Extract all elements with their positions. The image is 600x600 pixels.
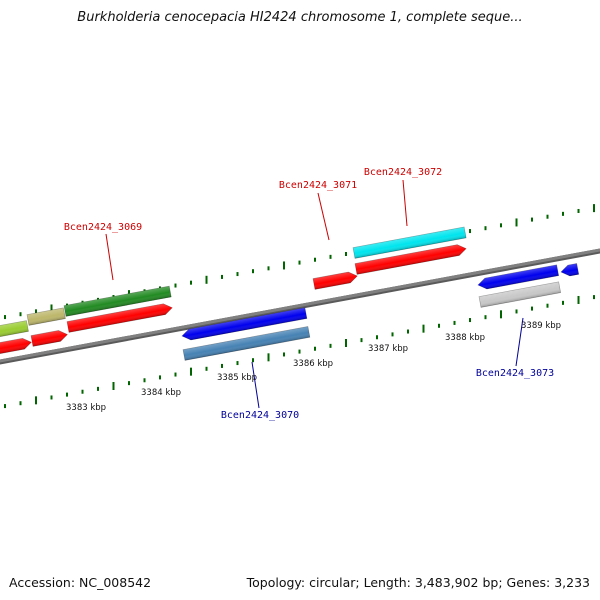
scale-label: 3384 kbp — [141, 388, 181, 398]
gene-arrow[interactable] — [312, 271, 358, 290]
feature-block[interactable] — [182, 326, 311, 361]
scale-label: 3389 kbp — [521, 321, 561, 331]
topology-summary: Topology: circular; Length: 3,483,902 bp… — [246, 575, 590, 590]
feature-block[interactable] — [63, 285, 172, 317]
scale-label: 3386 kbp — [293, 359, 333, 369]
accession-text: Accession: NC_008542 — [9, 575, 152, 590]
chromosome-backbone — [0, 248, 600, 365]
feature-block[interactable] — [478, 281, 561, 308]
leader-line — [251, 361, 260, 409]
gene-labels[interactable]: 3383 kbp 3384 kbp 3385 kbp 3386 kbp 3387 kbp… — [64, 167, 561, 421]
feature-block[interactable] — [26, 307, 66, 326]
gene-arrow[interactable] — [354, 243, 467, 275]
leader-line — [317, 192, 330, 241]
gene-arrow[interactable] — [181, 307, 308, 342]
gene-arrow[interactable] — [560, 263, 580, 277]
gene-arrow[interactable] — [0, 337, 32, 355]
lower-tick-track — [4, 295, 595, 409]
leader-line — [515, 317, 524, 367]
gene-label[interactable]: Bcen2424_3072 — [364, 167, 442, 178]
scale-label: 3385 kbp — [217, 373, 257, 383]
gene-arrow[interactable] — [30, 329, 68, 347]
leader-line — [105, 233, 114, 281]
feature-block[interactable] — [0, 320, 29, 338]
label-leader-lines — [105, 179, 524, 409]
scale-label: 3383 kbp — [66, 403, 106, 413]
feature-tracks[interactable] — [0, 226, 580, 361]
feature-block[interactable] — [352, 226, 467, 259]
gene-label[interactable]: Bcen2424_3071 — [279, 180, 357, 191]
gene-arrow[interactable] — [477, 264, 559, 291]
gene-label[interactable]: Bcen2424_3073 — [476, 368, 554, 379]
scale-label: 3387 kbp — [368, 344, 408, 354]
gene-arrow[interactable] — [66, 302, 173, 333]
map-title: Burkholderia cenocepacia HI2424 chromoso… — [77, 10, 523, 25]
leader-line — [402, 179, 408, 227]
gene-label[interactable]: Bcen2424_3070 — [221, 410, 299, 421]
gene-label[interactable]: Bcen2424_3069 — [64, 222, 142, 233]
backbone-line — [0, 248, 600, 363]
scale-label: 3388 kbp — [445, 333, 485, 343]
